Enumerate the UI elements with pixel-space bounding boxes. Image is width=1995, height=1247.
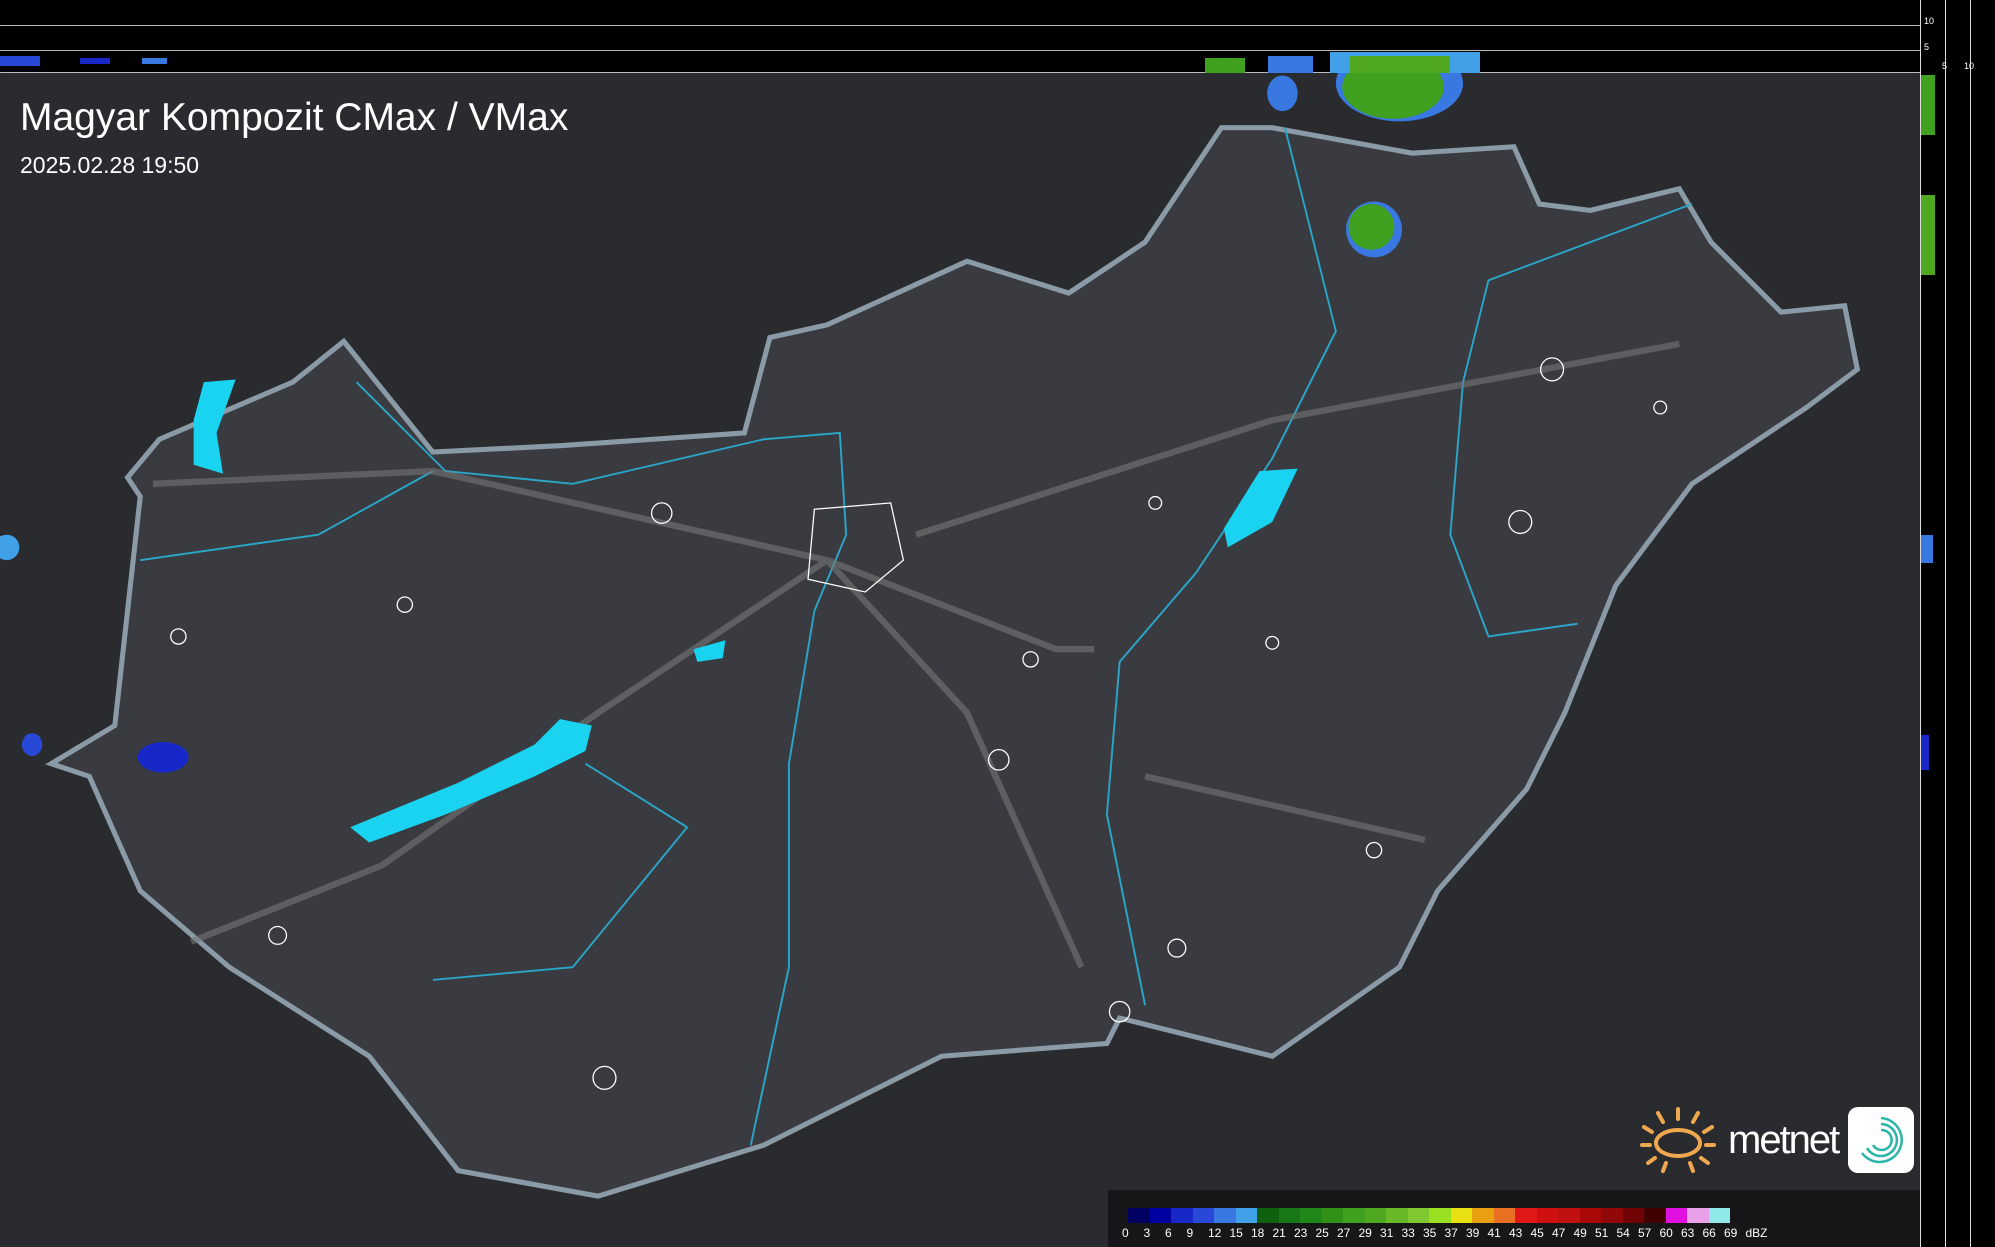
height-gridline-5: [0, 50, 1920, 51]
lake-velence: [693, 640, 726, 662]
legend-swatch: [1450, 1208, 1472, 1223]
legend-swatch: [1558, 1208, 1580, 1223]
side-profile-baseline: [1920, 0, 1921, 1247]
legend-label: 3: [1143, 1226, 1151, 1240]
profile-baseline: [0, 72, 1920, 73]
legend-swatch: [1321, 1208, 1343, 1223]
legend-label: 33: [1401, 1226, 1415, 1240]
height-gridline-10: [0, 25, 1920, 26]
legend-unit: dBZ: [1745, 1226, 1768, 1240]
side-gridline-10: [1970, 0, 1971, 1247]
dbz-color-legend: 0 3 6 9 12 15 18 21 23 25 27 29 31 33 35 37 39 41 43 45 47 49…: [1108, 1190, 1920, 1247]
top-profile-panel: [0, 0, 1920, 73]
legend-label: 21: [1272, 1226, 1286, 1240]
legend-label: 6: [1165, 1226, 1172, 1240]
legend-label: 31: [1380, 1226, 1394, 1240]
map-title: Magyar Kompozit CMax / VMax: [20, 96, 569, 139]
sun-icon: [1640, 1107, 1716, 1173]
logo-text: metnet: [1728, 1117, 1840, 1162]
top-profile-echoes: [0, 52, 1480, 73]
legend-swatch: [1472, 1208, 1494, 1223]
legend-label: 69: [1724, 1226, 1738, 1240]
spiral-icon: [1861, 1116, 1904, 1164]
legend-label: 29: [1358, 1226, 1372, 1240]
city-outlines: [170, 357, 1668, 1090]
legend-swatch: [1622, 1208, 1644, 1223]
legend-label: 47: [1552, 1226, 1566, 1240]
legend-label: 66: [1702, 1226, 1716, 1240]
map-canvas: [0, 73, 1920, 1247]
legend-swatch: [1579, 1208, 1601, 1223]
x-tick: 5: [1942, 61, 1948, 71]
legend-swatch: [1536, 1208, 1558, 1223]
legend-swatch: [1407, 1208, 1429, 1223]
legend-swatch: [1364, 1208, 1386, 1223]
legend-label: 63: [1681, 1226, 1695, 1240]
legend-label: 37: [1444, 1226, 1458, 1240]
legend-label: 12: [1208, 1226, 1222, 1240]
legend-swatch: [1493, 1208, 1515, 1223]
legend-label: 54: [1616, 1226, 1630, 1240]
metnet-logo: metnet: [1638, 1105, 1915, 1175]
legend-label: 41: [1487, 1226, 1501, 1240]
legend-label: 35: [1423, 1226, 1437, 1240]
legend-label: 60: [1659, 1226, 1673, 1240]
lake-tisza: [1223, 468, 1298, 548]
legend-swatch: [1665, 1208, 1687, 1223]
legend-label: 49: [1573, 1226, 1587, 1240]
legend-label: 45: [1530, 1226, 1544, 1240]
height-tick: 5: [1924, 42, 1930, 52]
legend-swatch: [1386, 1208, 1408, 1223]
legend-swatch: [1128, 1208, 1150, 1223]
legend-swatch: [1257, 1208, 1279, 1223]
side-profile-panel: 10 5 5 10: [1920, 0, 1995, 1247]
side-profile-echoes: [1921, 75, 1935, 770]
legend-label: 27: [1337, 1226, 1351, 1240]
lake-balaton: [350, 719, 592, 843]
legend-label: 23: [1294, 1226, 1308, 1240]
water-bodies: [193, 379, 1298, 843]
legend-swatch: [1278, 1208, 1300, 1223]
legend-swatch: [1192, 1208, 1214, 1223]
x-tick: 10: [1964, 61, 1975, 71]
lake-ferto: [193, 379, 236, 474]
legend-label: 0: [1122, 1226, 1129, 1240]
legend-swatch: [1515, 1208, 1537, 1223]
legend-label: 43: [1509, 1226, 1523, 1240]
legend-swatches: [1128, 1208, 1730, 1223]
rivers: [140, 127, 1693, 1146]
legend-label: 18: [1251, 1226, 1265, 1240]
legend-label: 57: [1638, 1226, 1652, 1240]
map-timestamp: 2025.02.28 19:50: [20, 152, 200, 178]
legend-swatch: [1171, 1208, 1193, 1223]
height-tick: 10: [1924, 16, 1935, 26]
legend-swatch: [1708, 1208, 1730, 1223]
legend-swatch: [1149, 1208, 1171, 1223]
legend-label: 15: [1229, 1226, 1243, 1240]
legend-swatch: [1214, 1208, 1236, 1223]
side-gridline-5: [1945, 0, 1946, 1247]
legend-swatch: [1343, 1208, 1365, 1223]
app-icon: [1848, 1107, 1915, 1173]
legend-swatch: [1300, 1208, 1322, 1223]
legend-label: 25: [1315, 1226, 1329, 1240]
legend-label: 9: [1186, 1226, 1194, 1240]
legend-swatch: [1429, 1208, 1451, 1223]
legend-swatch: [1601, 1208, 1623, 1223]
legend-label: 51: [1595, 1226, 1609, 1240]
legend-labels: 0 3 6 9 12 15 18 21 23 25 27 29 31 33 35 37 39 41 43 45 47 49…: [1122, 1226, 1768, 1240]
legend-swatch: [1235, 1208, 1257, 1223]
legend-swatch: [1644, 1208, 1666, 1223]
legend-swatch: [1687, 1208, 1709, 1223]
legend-label: 39: [1466, 1226, 1480, 1240]
radar-echoes: [0, 73, 1464, 773]
